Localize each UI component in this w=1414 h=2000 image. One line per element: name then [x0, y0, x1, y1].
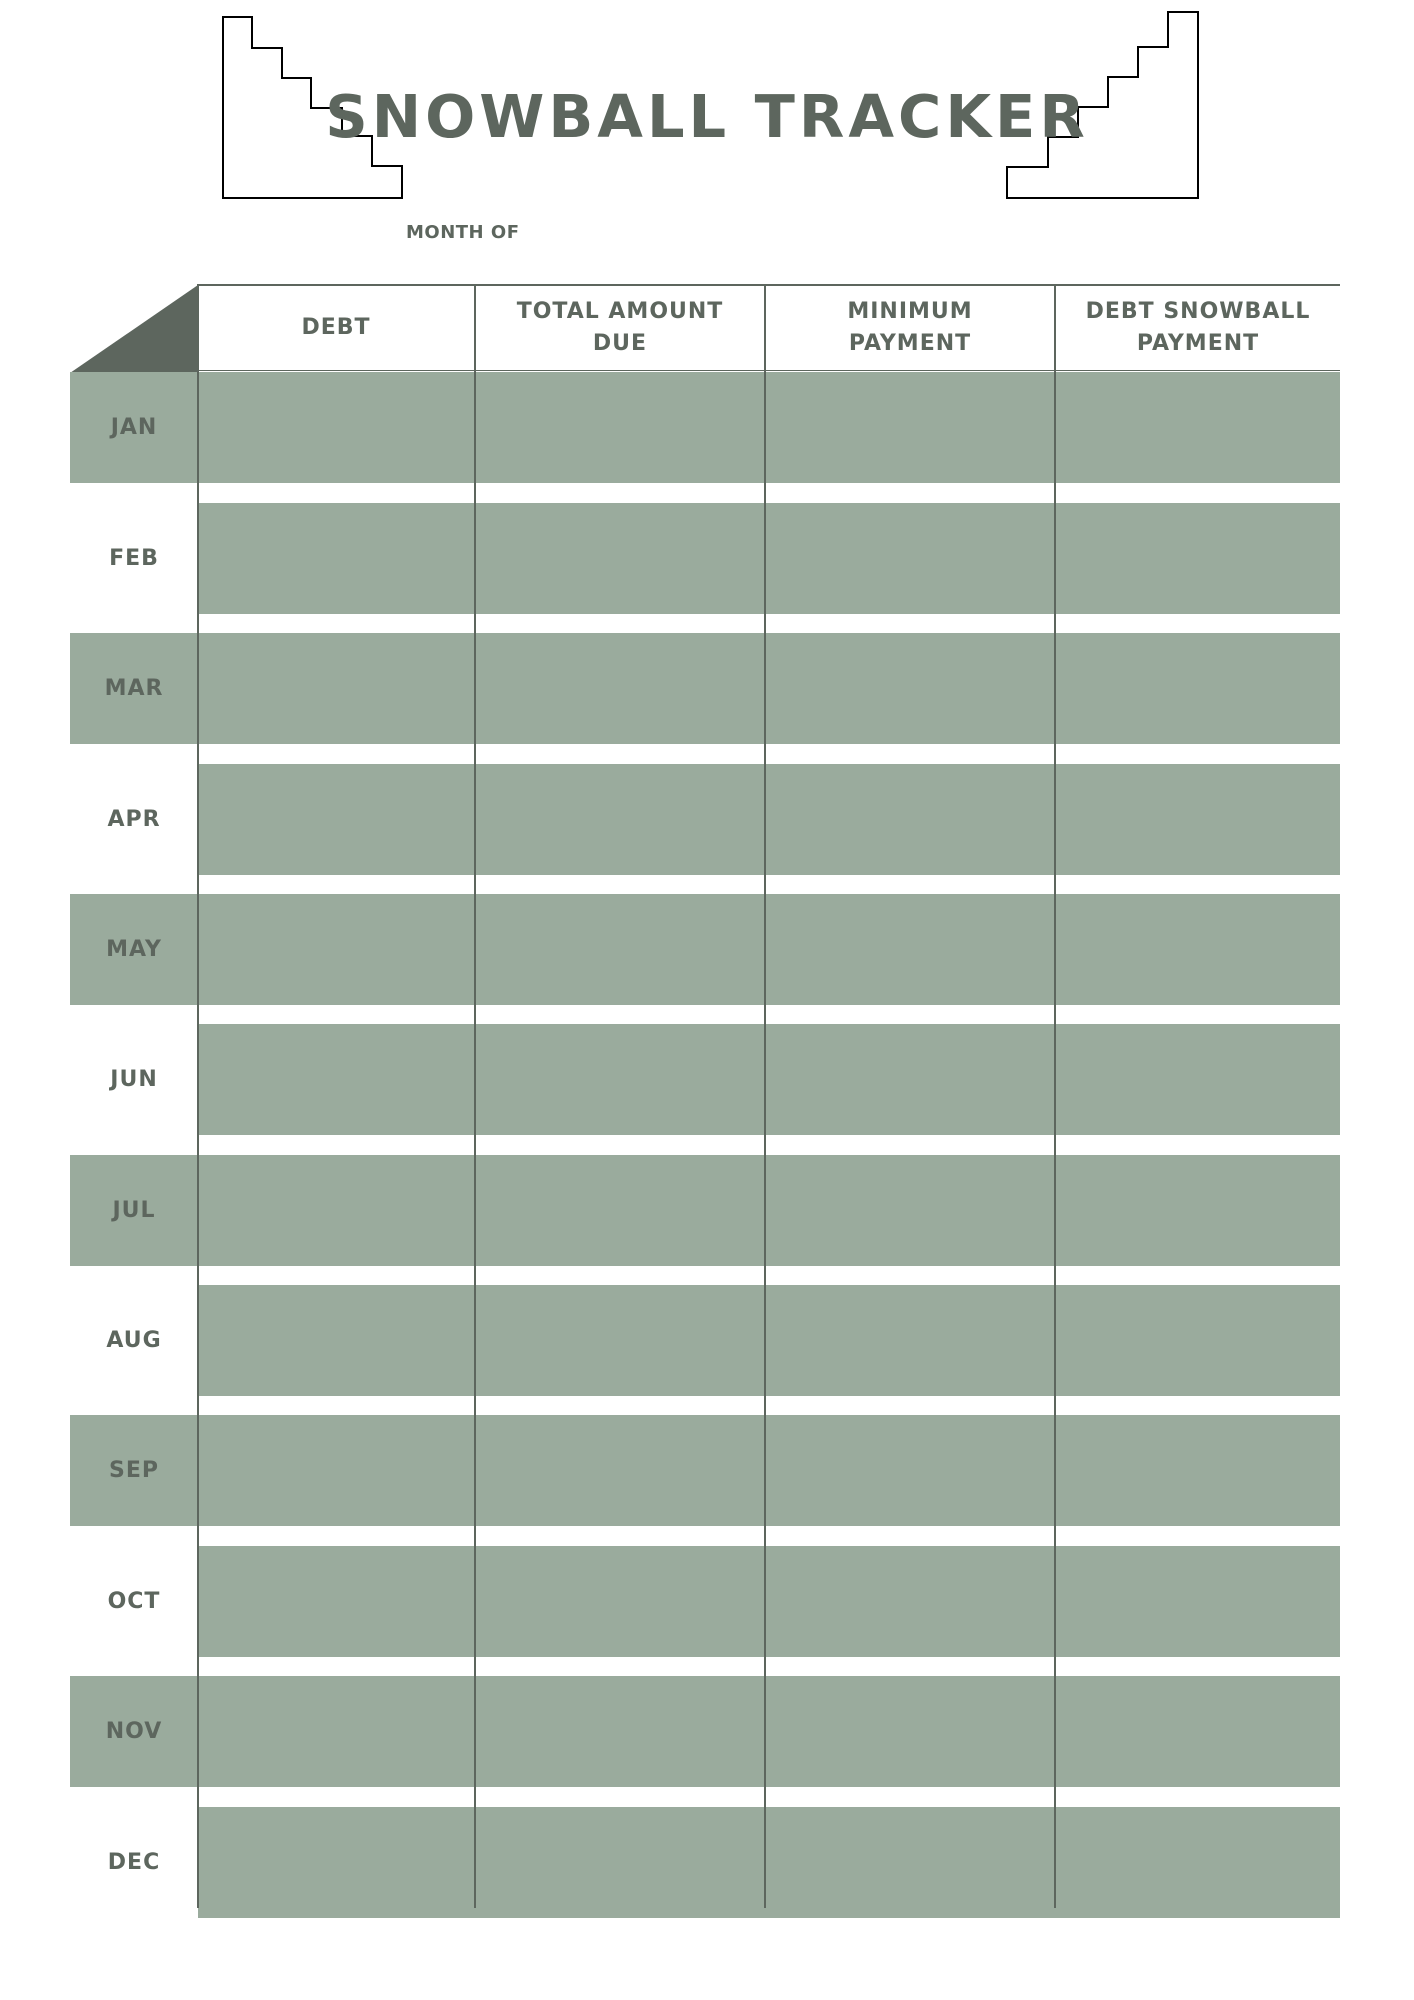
month-row: SEP: [70, 1415, 1340, 1526]
month-label: OCT: [107, 1589, 161, 1614]
page-title: SNOWBALL TRACKER: [325, 82, 1089, 151]
month-label: NOV: [70, 1676, 198, 1787]
row-band: [198, 1415, 1340, 1526]
month-label: MAY: [70, 894, 198, 1005]
row-band: [198, 503, 1340, 614]
row-band: [198, 1285, 1340, 1396]
column-divider: [1054, 284, 1056, 1908]
column-header-debt: DEBT: [301, 315, 371, 340]
month-row: DEC: [70, 1807, 1340, 1918]
column-divider: [197, 284, 199, 1908]
column-header-total-amount-due: TOTAL AMOUNT DUE: [516, 299, 724, 356]
month-label: FEB: [109, 546, 159, 571]
column-divider: [764, 284, 766, 1908]
column-header-debt-snowball-payment: DEBT SNOWBALL PAYMENT: [1085, 299, 1311, 356]
stair-decoration-right: [1006, 11, 1199, 199]
month-label: SEP: [70, 1415, 198, 1526]
month-label: APR: [107, 807, 161, 832]
row-band: [198, 633, 1340, 744]
month-label: MAR: [70, 633, 198, 744]
month-row: JUN: [70, 1024, 1340, 1135]
month-row: OCT: [70, 1546, 1340, 1657]
month-label: AUG: [106, 1328, 162, 1353]
month-label: JUL: [70, 1155, 198, 1266]
row-band: [198, 1807, 1340, 1918]
row-band: [198, 1024, 1340, 1135]
header-top-border: [198, 284, 1340, 286]
row-band: [198, 894, 1340, 1005]
month-of-label: MONTH OF: [406, 222, 520, 243]
stair-decoration-left: [222, 16, 403, 199]
row-band: [198, 1546, 1340, 1657]
month-label: JUN: [110, 1067, 158, 1092]
month-row: AUG: [70, 1285, 1340, 1396]
row-band: [198, 764, 1340, 875]
column-divider: [474, 284, 476, 1908]
column-header-minimum-payment: MINIMUM PAYMENT: [847, 299, 973, 356]
month-row: NOV: [70, 1676, 1340, 1787]
month-row: FEB: [70, 503, 1340, 614]
month-label: DEC: [107, 1850, 161, 1875]
month-row: APR: [70, 764, 1340, 875]
corner-triangle: [70, 285, 198, 373]
month-row: MAR: [70, 633, 1340, 744]
header-bottom-border: [198, 370, 1340, 371]
month-label: JAN: [70, 372, 198, 483]
row-band: [198, 372, 1340, 483]
month-row: JAN: [70, 372, 1340, 483]
row-band: [198, 1676, 1340, 1787]
month-row: JUL: [70, 1155, 1340, 1266]
row-band: [198, 1155, 1340, 1266]
month-row: MAY: [70, 894, 1340, 1005]
